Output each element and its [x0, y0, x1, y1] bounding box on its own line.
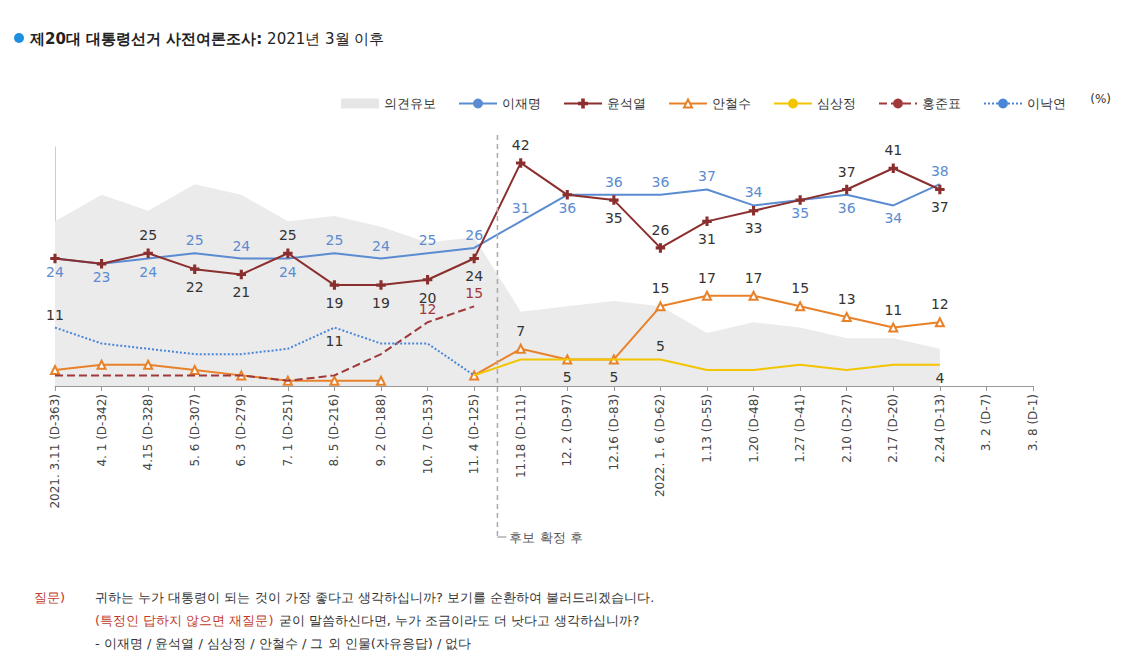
svg-text:9. 2 (D-188): 9. 2 (D-188) — [374, 394, 388, 467]
svg-text:15: 15 — [465, 285, 483, 301]
svg-text:7. 1 (D-251): 7. 1 (D-251) — [281, 394, 295, 467]
svg-text:19: 19 — [326, 295, 344, 311]
svg-text:5: 5 — [563, 369, 572, 385]
svg-text:15: 15 — [652, 280, 670, 296]
svg-text:4: 4 — [935, 370, 944, 386]
svg-text:10. 7 (D-153): 10. 7 (D-153) — [421, 394, 435, 474]
svg-text:37: 37 — [931, 199, 949, 215]
svg-text:2021. 3.11 (D-363): 2021. 3.11 (D-363) — [48, 394, 62, 509]
svg-text:26: 26 — [465, 227, 483, 243]
html-text:제20대 대통령선거 사전여론조사: 2021년 3월 이후: 제20대 대통령선거 사전여론조사: 2021년 3월 이후 — [30, 30, 385, 48]
svg-text:24: 24 — [46, 264, 64, 280]
svg-text:4.15 (D-328): 4.15 (D-328) — [141, 394, 155, 470]
svg-text:11: 11 — [884, 302, 902, 318]
svg-text:5. 6 (D-307): 5. 6 (D-307) — [188, 394, 202, 467]
svg-text:3. 2 (D-7): 3. 2 (D-7) — [979, 394, 993, 451]
svg-text:2022. 1. 6 (D-62): 2022. 1. 6 (D-62) — [653, 394, 667, 497]
svg-text:22: 22 — [186, 279, 204, 295]
svg-text:심상정: 심상정 — [817, 96, 856, 111]
svg-text:12.16 (D-83): 12.16 (D-83) — [607, 394, 621, 470]
svg-text:24: 24 — [139, 264, 157, 280]
svg-text:의견유보: 의견유보 — [384, 96, 436, 111]
svg-text:(%): (%) — [1090, 92, 1111, 106]
svg-text:36: 36 — [605, 174, 623, 190]
svg-text:11: 11 — [326, 333, 344, 349]
svg-text:윤석열: 윤석열 — [607, 96, 646, 111]
html-text:질문): 질문) — [34, 590, 66, 605]
svg-text:23: 23 — [93, 269, 111, 285]
svg-text:후보 확정 후: 후보 확정 후 — [509, 530, 582, 545]
svg-text:36: 36 — [838, 200, 856, 216]
svg-text:17: 17 — [698, 270, 716, 286]
svg-text:25: 25 — [419, 232, 437, 248]
svg-text:24: 24 — [279, 264, 297, 280]
svg-text:6. 3 (D-279): 6. 3 (D-279) — [234, 394, 248, 467]
svg-text:11: 11 — [46, 307, 64, 323]
svg-text:36: 36 — [558, 200, 576, 216]
svg-text:안철수: 안철수 — [712, 96, 751, 111]
svg-text:24: 24 — [232, 238, 250, 254]
svg-text:이재명: 이재명 — [502, 96, 541, 111]
svg-text:1.13 (D-55): 1.13 (D-55) — [700, 394, 714, 463]
svg-text:12: 12 — [931, 296, 949, 312]
html-text:(특정인 답하지 않으면 재질문) 굳이 말씀하신다면, 누: (특정인 답하지 않으면 재질문) 굳이 말씀하신다면, 누가 조금이라도 더 … — [95, 613, 640, 628]
svg-text:이낙연: 이낙연 — [1027, 96, 1066, 111]
svg-text:1.20 (D-48): 1.20 (D-48) — [747, 394, 761, 463]
svg-text:37: 37 — [838, 164, 856, 180]
svg-text:24: 24 — [372, 238, 390, 254]
svg-text:37: 37 — [698, 168, 716, 184]
svg-text:36: 36 — [652, 174, 670, 190]
html-text:귀하는 누가 대통령이 되는 것이 가장 좋다고 생각하십니: 귀하는 누가 대통령이 되는 것이 가장 좋다고 생각하십니까? 보기를 순환하… — [95, 590, 655, 605]
svg-text:34: 34 — [884, 210, 902, 226]
svg-text:5: 5 — [609, 369, 618, 385]
svg-text:2.24 (D-13): 2.24 (D-13) — [933, 394, 947, 463]
svg-text:42: 42 — [512, 137, 530, 153]
svg-text:13: 13 — [838, 291, 856, 307]
svg-text:19: 19 — [372, 295, 390, 311]
svg-text:25: 25 — [186, 232, 204, 248]
svg-text:2.17 (D-20): 2.17 (D-20) — [886, 394, 900, 463]
svg-text:4. 1 (D-342): 4. 1 (D-342) — [95, 394, 109, 467]
svg-text:20: 20 — [418, 289, 437, 306]
svg-text:26: 26 — [652, 222, 670, 238]
svg-text:홍준표: 홍준표 — [922, 96, 961, 111]
svg-text:34: 34 — [745, 184, 763, 200]
svg-text:38: 38 — [931, 163, 949, 179]
svg-text:17: 17 — [745, 270, 763, 286]
svg-text:25: 25 — [326, 232, 344, 248]
svg-text:1.27 (D-41): 1.27 (D-41) — [793, 394, 807, 463]
svg-text:31: 31 — [698, 231, 716, 247]
svg-text:25: 25 — [139, 227, 157, 243]
svg-text:3. 8 (D-1): 3. 8 (D-1) — [1026, 394, 1040, 451]
svg-text:24: 24 — [465, 268, 483, 284]
svg-text:33: 33 — [745, 220, 763, 236]
svg-text:2.10 (D-27): 2.10 (D-27) — [840, 394, 854, 463]
svg-text:35: 35 — [791, 205, 809, 221]
svg-text:8. 5 (D-216): 8. 5 (D-216) — [327, 394, 341, 467]
svg-text:5: 5 — [656, 338, 665, 354]
svg-text:11.18 (D-111): 11.18 (D-111) — [514, 394, 528, 478]
svg-text:31: 31 — [512, 200, 530, 216]
svg-text:7: 7 — [516, 323, 525, 339]
html-text:- 이재명 / 윤석열 / 심상정 / 안철수 / 그 외: - 이재명 / 윤석열 / 심상정 / 안철수 / 그 외 인물(자유응답) /… — [95, 636, 472, 651]
svg-text:11. 4 (D-125): 11. 4 (D-125) — [467, 394, 481, 474]
svg-text:12: 12 — [419, 301, 437, 317]
svg-text:35: 35 — [605, 210, 623, 226]
svg-text:41: 41 — [884, 142, 902, 158]
svg-text:12. 2 (D-97): 12. 2 (D-97) — [560, 394, 574, 467]
svg-text:25: 25 — [279, 227, 297, 243]
svg-text:15: 15 — [791, 280, 809, 296]
svg-text:21: 21 — [232, 284, 250, 300]
